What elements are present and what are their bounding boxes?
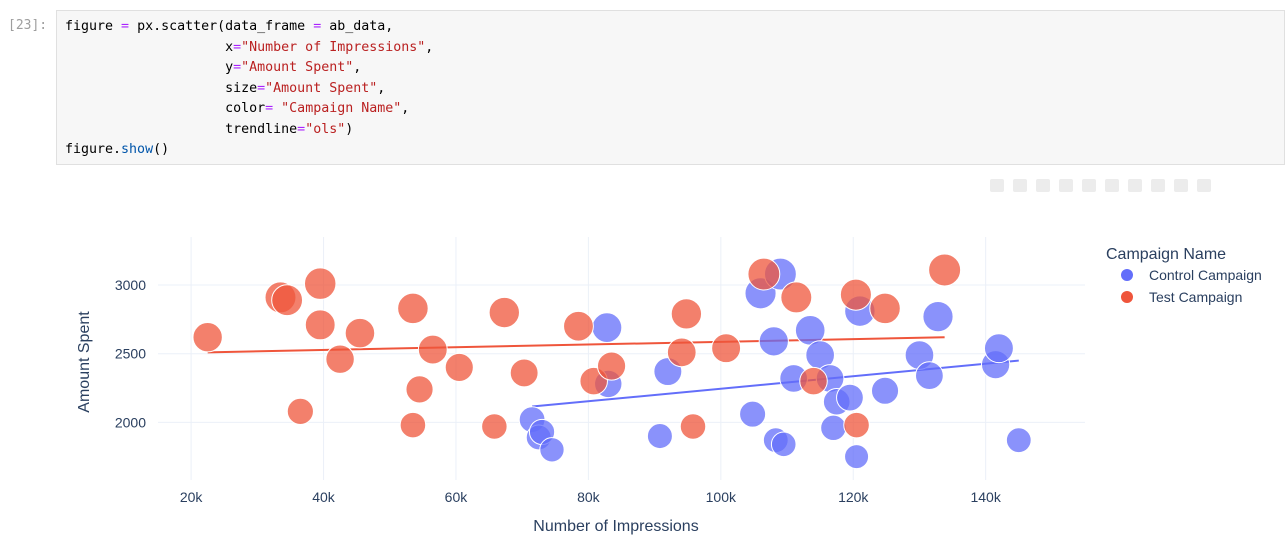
data-point[interactable] [711, 333, 742, 364]
reset-axes-icon[interactable] [1174, 178, 1188, 192]
data-point[interactable] [836, 383, 864, 412]
y-axis-title: Amount Spent [76, 311, 93, 413]
zoom-icon[interactable] [1013, 178, 1027, 192]
data-point[interactable] [679, 413, 707, 440]
code-line-3: y="Amount Spent", [65, 60, 362, 75]
data-point[interactable] [417, 334, 448, 365]
data-point[interactable] [192, 322, 223, 353]
plotly-modebar [990, 176, 1285, 194]
data-point[interactable] [747, 257, 781, 291]
legend-label-test: Test Campaign [1149, 289, 1242, 305]
data-point[interactable] [539, 437, 565, 463]
data-point[interactable] [844, 444, 870, 470]
data-point[interactable] [820, 414, 847, 442]
series-control [518, 257, 1032, 470]
points-layer [192, 253, 1032, 470]
legend-title: Campaign Name [1106, 246, 1226, 263]
data-point[interactable] [646, 423, 673, 450]
data-point[interactable] [325, 344, 355, 374]
y-tick-label: 2500 [115, 346, 146, 362]
zoom-out-icon[interactable] [1128, 178, 1142, 192]
data-point[interactable] [770, 431, 797, 458]
plotly-logo-icon[interactable] [1197, 178, 1211, 192]
data-point[interactable] [509, 358, 539, 388]
x-tick-label: 100k [706, 489, 737, 505]
code-line-1: figure = px.scatter(data_frame = ab_data… [65, 19, 394, 34]
code-line-6: trendline="ols") [65, 121, 354, 137]
pan-icon[interactable] [1036, 178, 1050, 192]
data-point[interactable] [739, 400, 767, 428]
x-axis-title: Number of Impressions [533, 518, 698, 535]
data-point[interactable] [488, 296, 520, 329]
data-point[interactable] [870, 376, 900, 405]
code-line-5: color= "Campaign Name", [65, 101, 410, 116]
data-point[interactable] [928, 253, 962, 287]
data-point[interactable] [799, 366, 828, 396]
x-tick-label: 140k [970, 489, 1001, 505]
camera-icon[interactable] [990, 178, 1004, 192]
zoom-in-icon[interactable] [1105, 178, 1119, 192]
x-tick-label: 120k [838, 489, 869, 505]
data-point[interactable] [397, 292, 429, 325]
x-tick-label: 60k [445, 489, 469, 505]
series-test [192, 253, 962, 440]
y-tick-label: 3000 [115, 277, 146, 293]
data-point[interactable] [344, 317, 376, 349]
code-cell[interactable]: figure = px.scatter(data_frame = ab_data… [56, 10, 1285, 165]
data-point[interactable] [596, 351, 627, 381]
box-select-icon[interactable] [1059, 178, 1073, 192]
data-point[interactable] [271, 284, 304, 317]
legend-marker-test [1121, 291, 1133, 303]
data-point[interactable] [915, 361, 944, 391]
legend-marker-control [1121, 269, 1133, 281]
data-point[interactable] [839, 278, 872, 311]
code-line-4: size="Amount Spent", [65, 80, 386, 96]
data-point[interactable] [444, 352, 474, 382]
data-point[interactable] [303, 267, 337, 300]
x-tick-label: 80k [577, 489, 601, 505]
data-point[interactable] [758, 326, 789, 357]
data-point[interactable] [666, 337, 697, 368]
data-point[interactable] [1005, 427, 1032, 454]
data-point[interactable] [591, 312, 623, 343]
data-point[interactable] [670, 298, 703, 330]
lasso-icon[interactable] [1082, 178, 1096, 192]
data-point[interactable] [922, 301, 954, 333]
data-point[interactable] [780, 281, 813, 314]
legend-label-control: Control Campaign [1149, 267, 1262, 283]
cell-prompt: [23]: [8, 18, 48, 33]
x-tick-label: 40k [312, 489, 336, 505]
data-point[interactable] [286, 397, 314, 425]
ticks-layer: 20k 40k 60k 80k 100k 120k 140k 2000 2500 3000 [115, 277, 1002, 505]
legend-item-test[interactable]: Test Campaign [1121, 289, 1242, 305]
data-point[interactable] [983, 333, 1014, 364]
code-block[interactable]: figure = px.scatter(data_frame = ab_data… [65, 17, 433, 161]
data-point[interactable] [405, 375, 434, 404]
data-point[interactable] [304, 309, 336, 341]
data-point[interactable] [869, 292, 901, 325]
data-point[interactable] [843, 411, 870, 439]
autoscale-icon[interactable] [1151, 178, 1165, 192]
x-tick-label: 20k [180, 489, 204, 505]
data-point[interactable] [481, 413, 508, 440]
code-line-7: figure.show() [65, 142, 170, 157]
data-point[interactable] [399, 411, 427, 439]
code-line-2: x="Number of Impressions", [65, 39, 434, 55]
y-tick-label: 2000 [115, 414, 146, 430]
legend: Campaign Name Control Campaign Test Camp… [1106, 246, 1262, 305]
data-point[interactable] [563, 310, 594, 342]
legend-item-control[interactable]: Control Campaign [1121, 267, 1262, 283]
